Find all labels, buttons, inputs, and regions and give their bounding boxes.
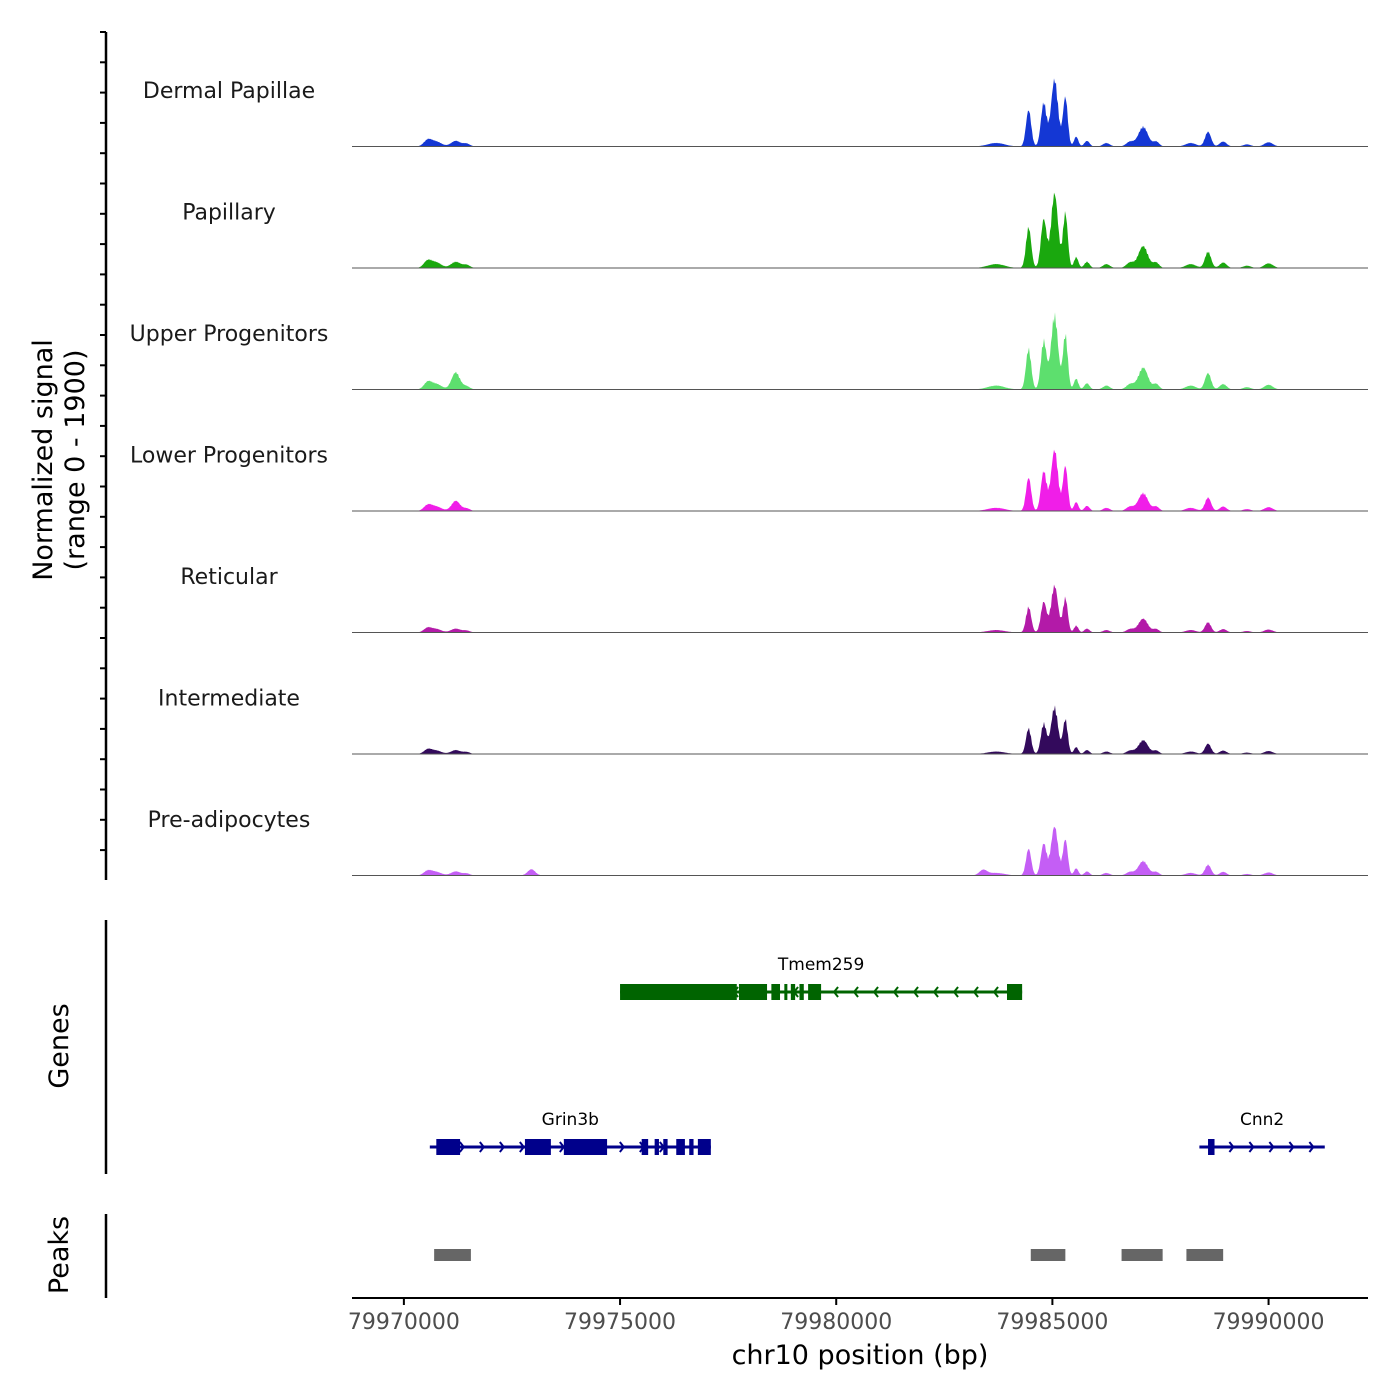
gene-exon xyxy=(689,1139,694,1155)
strand-arrow xyxy=(1268,1141,1275,1153)
gene-label: Grin3b xyxy=(542,1110,599,1130)
strand-arrow xyxy=(932,986,939,998)
coverage-track: Upper Progenitors xyxy=(130,312,1368,390)
x-tick-label: 79970000 xyxy=(348,1310,460,1335)
gene-label: Tmem259 xyxy=(777,955,864,975)
x-tick-label: 79985000 xyxy=(996,1310,1108,1335)
gene-label: Cnn2 xyxy=(1240,1110,1284,1130)
gene-exon xyxy=(641,1139,649,1155)
strand-arrow xyxy=(972,986,979,998)
strand-arrow xyxy=(832,986,839,998)
track-label: Intermediate xyxy=(158,687,300,712)
coverage-area xyxy=(352,78,1325,147)
gene-exon xyxy=(436,1139,461,1155)
coverage-tracks: Dermal Papillae Papillary Upper Progenitor… xyxy=(130,78,1368,876)
strand-arrow xyxy=(852,986,859,998)
genes-axis-title: Genes xyxy=(44,1003,75,1088)
coverage-track: Lower Progenitors xyxy=(130,444,1368,512)
track-label: Reticular xyxy=(180,565,278,590)
gene-exon xyxy=(738,984,768,1000)
coverage-track: Dermal Papillae xyxy=(143,78,1368,147)
strand-arrow xyxy=(619,1141,626,1153)
gene-exon xyxy=(808,984,822,1000)
track-label: Papillary xyxy=(182,201,276,226)
strand-arrow xyxy=(479,1141,486,1153)
gene-exon xyxy=(563,1139,608,1155)
track-label: Pre-adipocytes xyxy=(148,808,311,833)
track-label: Upper Progenitors xyxy=(130,322,329,347)
gene-exon xyxy=(799,984,804,1000)
peak-regions-track xyxy=(434,1249,1224,1261)
gene-exon xyxy=(1208,1139,1215,1155)
coverage-area xyxy=(352,826,1325,876)
strand-arrow xyxy=(459,1141,466,1153)
coverage-track: Intermediate xyxy=(158,687,1368,755)
gene-exon xyxy=(771,984,781,1000)
gene-exon xyxy=(524,1139,551,1155)
x-axis-title: chr10 position (bp) xyxy=(732,1340,989,1371)
strand-arrow xyxy=(559,1141,566,1153)
gene-model: Grin3b xyxy=(429,1110,711,1155)
strand-arrow xyxy=(952,986,959,998)
coverage-area xyxy=(352,312,1325,390)
strand-arrow xyxy=(872,986,879,998)
strand-arrow xyxy=(499,1141,506,1153)
strand-arrow xyxy=(1248,1141,1255,1153)
strand-arrow xyxy=(519,1141,526,1153)
gene-annotation-track: Tmem259 Grin3b Cnn2 xyxy=(429,955,1325,1155)
gene-model: Tmem259 xyxy=(620,955,1023,1000)
strand-arrow xyxy=(1228,1141,1235,1153)
x-tick-label: 79990000 xyxy=(1213,1310,1325,1335)
gene-exon xyxy=(676,1139,685,1155)
x-tick-label: 79975000 xyxy=(564,1310,676,1335)
peak-region xyxy=(434,1249,471,1261)
gene-model: Cnn2 xyxy=(1199,1110,1325,1155)
peaks-axis-title: Peaks xyxy=(44,1216,75,1294)
strand-arrow xyxy=(992,986,999,998)
strand-arrow xyxy=(912,986,919,998)
gene-exon xyxy=(1006,984,1023,1000)
y-axis-subtitle: (range 0 - 1900) xyxy=(60,350,91,571)
gene-exon xyxy=(663,1139,668,1155)
strand-arrow xyxy=(1308,1141,1315,1153)
coverage-area xyxy=(352,584,1325,633)
gene-exon xyxy=(654,1139,659,1155)
track-label: Dermal Papillae xyxy=(143,79,315,104)
gene-exon xyxy=(697,1139,711,1155)
coverage-area xyxy=(352,192,1325,268)
peak-region xyxy=(1030,1249,1066,1261)
y-axis-title: Normalized signal xyxy=(28,339,59,581)
coverage-track: Pre-adipocytes xyxy=(148,808,1368,876)
coverage-track: Reticular xyxy=(180,565,1368,633)
x-axis-ticks: 79970000 79975000 79980000 79985000 79990000 xyxy=(348,1298,1325,1335)
strand-arrow xyxy=(1288,1141,1295,1153)
track-label: Lower Progenitors xyxy=(130,444,328,469)
peak-region xyxy=(1186,1249,1224,1261)
gene-exon xyxy=(784,984,788,1000)
coverage-area xyxy=(352,705,1325,754)
y-axis xyxy=(100,31,108,880)
x-tick-label: 79980000 xyxy=(780,1310,892,1335)
gene-exon xyxy=(790,984,796,1000)
peak-region xyxy=(1121,1249,1163,1261)
coverage-track: Papillary xyxy=(182,192,1368,269)
gene-exon xyxy=(620,984,737,1000)
strand-arrow xyxy=(892,986,899,998)
coverage-area xyxy=(352,449,1325,511)
